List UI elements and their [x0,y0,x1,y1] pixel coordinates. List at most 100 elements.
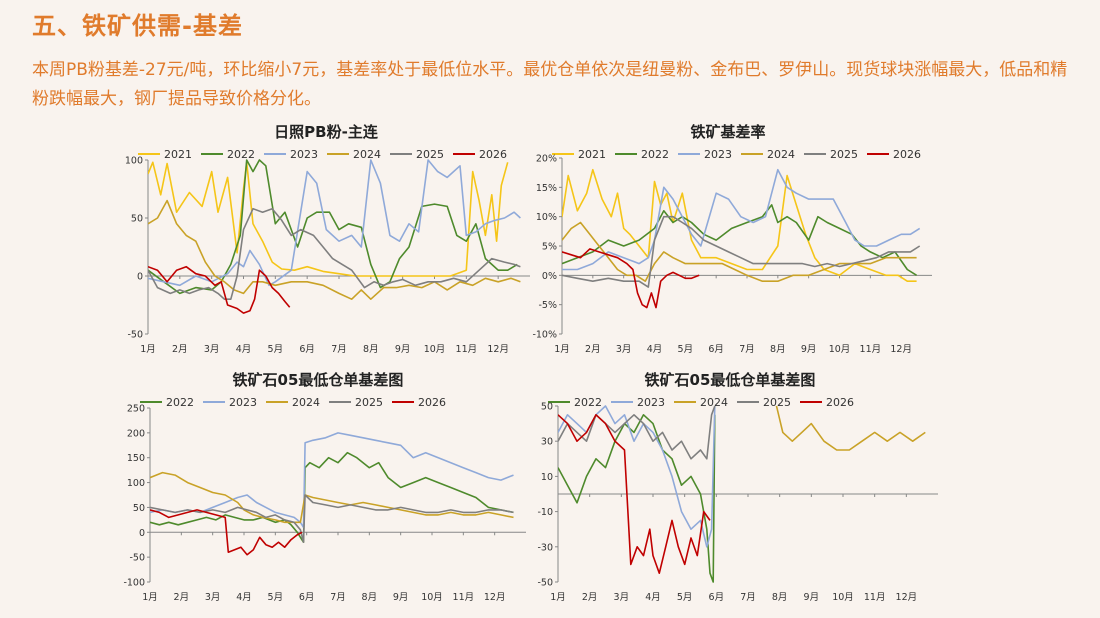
legend-item-2022: 2022 [201,148,255,161]
y-tick-label: -100 [123,578,145,589]
legend-label: 2026 [418,396,446,409]
legend-label: 2021 [164,148,192,161]
legend-label: 2026 [826,396,854,409]
series-line-2023 [150,432,514,529]
series-line-2026 [562,248,700,309]
chart-pb-basis: 日照PB粉-主连 2021 2022 2023 2024 2025 2026 -50 0 50 10… [125,123,530,355]
y-tick-label: 50 [131,214,143,225]
legend-item-2023: 2023 [203,396,257,409]
legend-label: 2022 [166,396,194,409]
series-line-2022 [562,204,918,276]
legend-label: 2023 [704,148,732,161]
y-tick-label: -5% [539,300,558,311]
series-line-2024 [148,199,521,300]
chart-warrant-basis-right: 铁矿石05最低仓单基差图 2022 2023 2024 2025 2026 -50 -30 -1… [537,371,938,603]
series-line-2026 [150,509,303,556]
x-tick-label: 4月 [236,344,252,355]
y-tick-label: -10 [537,507,553,518]
x-tick-label: 1月 [142,592,158,603]
series-line-2022 [558,414,716,583]
x-tick-label: 11月 [456,344,478,355]
x-tick-label: 3月 [204,344,220,355]
chart-title: 铁矿石05最低仓单基差图 [645,371,816,389]
x-tick-label: 3月 [205,592,221,603]
x-tick-label: 6月 [708,344,724,355]
x-tick-label: 4月 [647,344,663,355]
x-tick-label: 8月 [770,344,786,355]
series-line-2023 [562,168,921,271]
legend-item-2023: 2023 [611,396,665,409]
series-line-2021 [562,168,917,282]
x-tick-label: 10月 [421,592,443,603]
legend-item-2023: 2023 [678,148,732,161]
legend-label: 2025 [355,396,383,409]
chart-title: 铁矿石05最低仓单基差图 [233,371,404,389]
legend-label: 2024 [292,396,320,409]
series-line-2025 [558,405,716,460]
x-tick-label: 12月 [890,344,912,355]
x-tick-label: 7月 [330,592,346,603]
y-tick-label: 200 [127,428,145,439]
x-tick-label: 11月 [453,592,475,603]
y-tick-label: 15% [536,183,557,194]
x-tick-label: 1月 [140,344,156,355]
legend-item-2022: 2022 [140,396,194,409]
chart-title: 日照PB粉-主连 [274,123,379,141]
y-tick-label: -30 [537,542,553,553]
x-tick-label: 4月 [645,592,661,603]
y-tick-label: 10 [541,472,553,483]
legend-label: 2024 [353,148,381,161]
x-tick-label: 10月 [829,344,851,355]
y-tick-label: 50 [133,503,145,514]
legend-label: 2025 [830,148,858,161]
legend-item-2023: 2023 [264,148,318,161]
y-tick-label: -10% [532,330,557,341]
legend-label: 2022 [641,148,669,161]
x-tick-label: 7月 [740,592,756,603]
y-tick-label: 250 [127,404,145,415]
legend-label: 2026 [893,148,921,161]
legend-item-2025: 2025 [390,148,444,161]
legend-label: 2023 [229,396,257,409]
legend-label: 2024 [767,148,795,161]
legend-item-2026: 2026 [867,148,921,161]
legend-item-2022: 2022 [548,396,602,409]
x-tick-label: 7月 [739,344,755,355]
legend-item-2025: 2025 [804,148,858,161]
y-tick-label: 100 [125,156,143,167]
legend-label: 2026 [479,148,507,161]
series-line-2025 [148,207,521,300]
series-line-2025 [150,494,514,543]
x-tick-label: 5月 [677,592,693,603]
y-tick-label: 20% [536,154,557,165]
legend-label: 2025 [763,396,791,409]
x-tick-label: 1月 [554,344,570,355]
x-tick-label: 11月 [860,344,882,355]
legend-item-2022: 2022 [615,148,669,161]
legend-label: 2022 [574,396,602,409]
series-line-2025 [562,215,921,288]
x-tick-label: 6月 [709,592,725,603]
series-line-2026 [148,265,291,314]
x-tick-label: 9月 [393,592,409,603]
x-tick-label: 4月 [236,592,252,603]
legend-item-2024: 2024 [741,148,795,161]
x-tick-label: 1月 [550,592,566,603]
series-line-2024 [562,221,917,282]
series-line-2024 [775,405,926,451]
x-tick-label: 2月 [174,592,190,603]
x-tick-label: 8月 [772,592,788,603]
x-tick-label: 12月 [487,344,509,355]
x-tick-label: 6月 [299,592,315,603]
x-tick-label: 6月 [299,344,315,355]
chart-title: 铁矿基差率 [690,123,765,141]
x-tick-label: 5月 [268,592,284,603]
y-tick-label: -50 [129,553,145,564]
y-tick-label: 5% [542,242,557,253]
legend-item-2025: 2025 [329,396,383,409]
legend-item-2026: 2026 [453,148,507,161]
x-tick-label: 11月 [864,592,886,603]
legend-label: 2024 [700,396,728,409]
x-tick-label: 5月 [678,344,694,355]
page-title: 五、铁矿供需-基差 [32,12,243,40]
